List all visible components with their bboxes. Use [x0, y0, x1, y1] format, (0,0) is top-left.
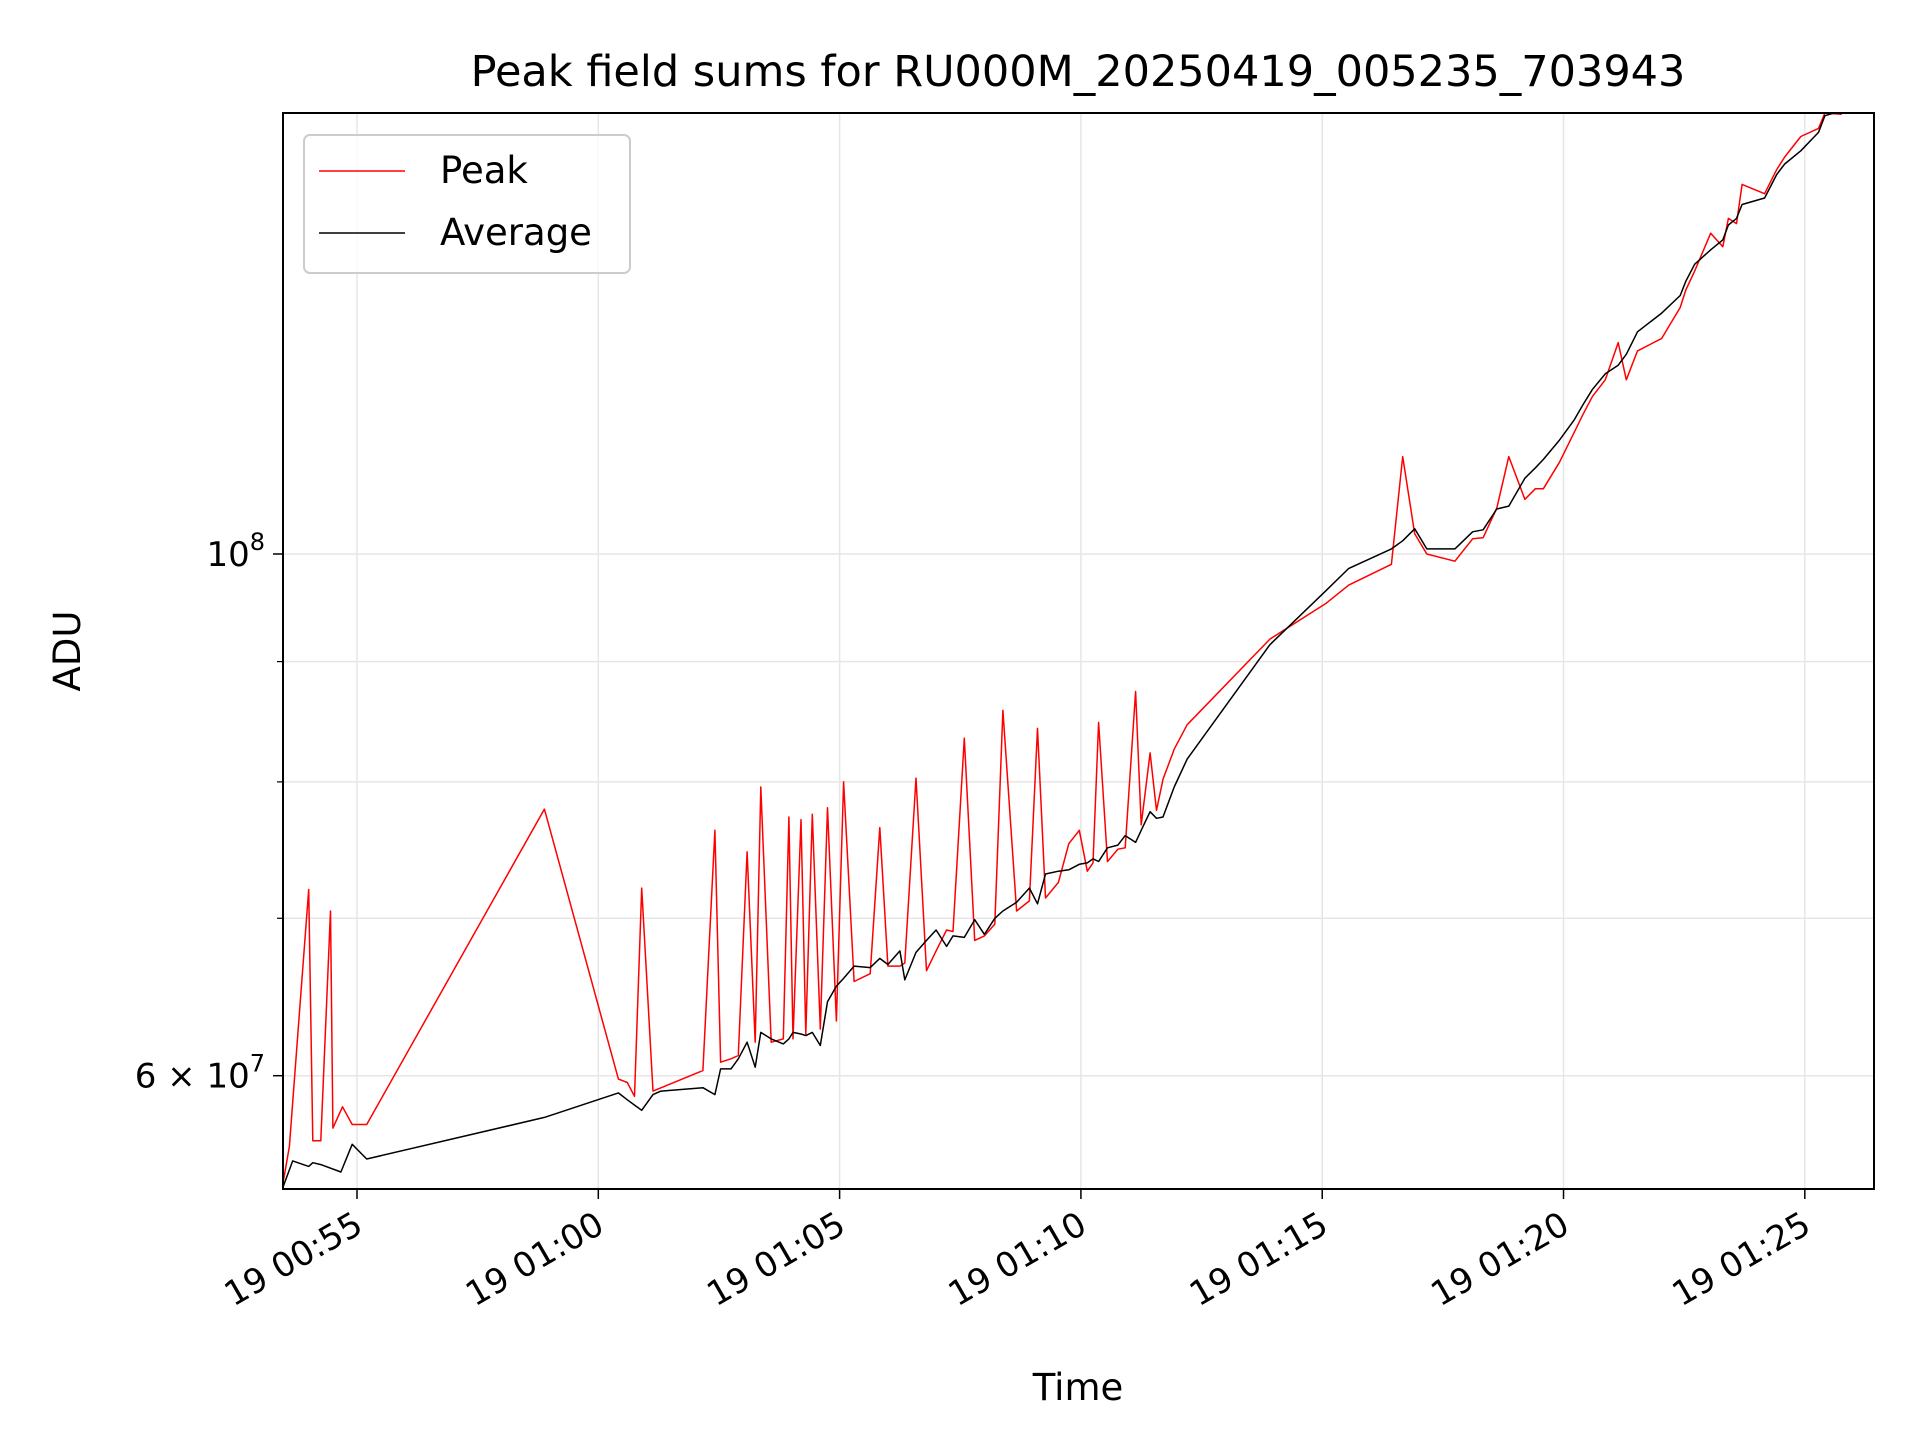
legend: Peak Average — [303, 134, 631, 274]
grid — [283, 113, 1874, 1189]
legend-label-peak: Peak — [440, 149, 528, 192]
series-line-peak — [283, 113, 1843, 1184]
series-line-average — [283, 113, 1837, 1188]
y-tick-label: 6 × 107 — [135, 1050, 265, 1097]
plot-frame — [282, 112, 1875, 1190]
legend-label-average: Average — [440, 211, 592, 254]
legend-box — [303, 134, 631, 274]
y-tick-label: 108 — [206, 528, 265, 575]
chart-title: Peak field sums for RU000M_20250419_0052… — [471, 47, 1686, 97]
series-layer — [283, 113, 1843, 1188]
x-axis-title: Time — [1032, 1366, 1124, 1409]
y-axis-title: ADU — [46, 611, 89, 692]
